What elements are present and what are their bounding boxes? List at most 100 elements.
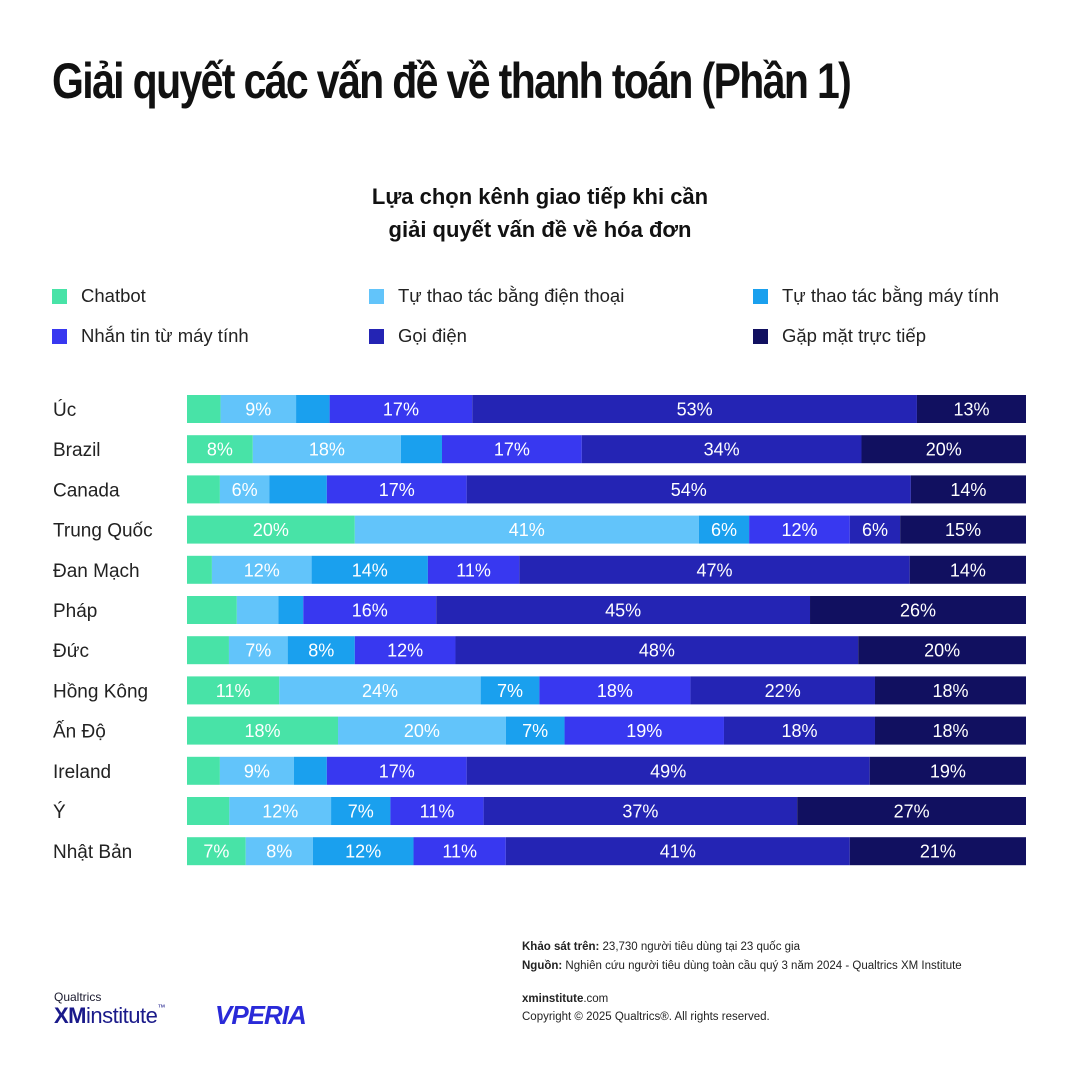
bar-segment — [187, 435, 253, 464]
data-label: 54% — [671, 480, 707, 500]
data-label: 17% — [494, 440, 530, 460]
bar-segment — [236, 596, 279, 624]
data-label: 7% — [203, 842, 229, 862]
bar-segment — [466, 756, 870, 785]
copyright-text: Copyright © 2025 Qualtrics®. All rights … — [522, 1011, 770, 1023]
legend-item-phone-call: Gọi điện — [369, 325, 467, 347]
legend-item-chatbot: Chatbot — [52, 285, 146, 307]
data-label: 26% — [900, 601, 936, 621]
data-label: 45% — [605, 601, 641, 621]
bar-segment — [900, 515, 1026, 544]
chart-title: Lựa chọn kênh giao tiếp khi cần giải quy… — [0, 180, 1080, 246]
category-label: Brazil — [53, 440, 101, 461]
bar-segment — [245, 837, 313, 866]
bar-segment — [505, 837, 850, 866]
bar-segment — [326, 475, 467, 504]
bar-segment — [220, 395, 297, 423]
bar-segment — [581, 435, 862, 464]
category-label: Nhật Bản — [53, 842, 132, 863]
bar-segment — [436, 596, 811, 624]
category-label: Úc — [53, 399, 76, 421]
data-label: 34% — [704, 440, 740, 460]
bar-segment — [338, 716, 506, 745]
bar-segment — [187, 636, 229, 665]
legend-swatch — [369, 288, 384, 304]
survey-label: Khảo sát trên: — [522, 941, 600, 953]
data-label: 11% — [456, 560, 491, 580]
category-label: Đan Mạch — [53, 561, 140, 582]
data-label: 11% — [442, 842, 477, 862]
bar-segment — [354, 515, 699, 544]
bar-segment — [269, 475, 327, 504]
vperia-logo: VPERIA — [215, 1000, 307, 1030]
data-label: 18% — [597, 681, 633, 701]
legend-item-computer-messaging: Nhắn tin từ máy tính — [52, 325, 249, 347]
data-label: 53% — [677, 400, 713, 420]
category-label: Canada — [53, 480, 120, 501]
legend-swatch — [369, 328, 384, 344]
data-label: 8% — [308, 641, 334, 661]
survey-note: Khảo sát trên: 23,730 người tiêu dùng tạ… — [522, 941, 800, 953]
bar-segment — [861, 435, 1026, 464]
data-label: 18% — [309, 440, 345, 460]
bar-segment — [390, 797, 484, 825]
data-label: 20% — [924, 641, 960, 661]
data-label: 7% — [522, 721, 548, 741]
data-label: 18% — [932, 721, 968, 741]
data-label: 41% — [509, 520, 545, 540]
bar-segment — [916, 395, 1026, 423]
bar-segment — [312, 837, 414, 866]
bar-segment — [749, 515, 850, 544]
bar-segment — [252, 435, 401, 464]
page-title: Giải quyết các vấn đề về thanh toán (Phầ… — [52, 53, 852, 109]
bar-segment — [219, 756, 294, 785]
data-label: 14% — [950, 560, 986, 580]
institute-logo-text: institute — [86, 1003, 158, 1028]
legend-item-in-person: Gặp mặt trực tiếp — [753, 325, 926, 347]
bar-segment — [326, 756, 467, 785]
bar-segment — [293, 756, 327, 785]
chart-title-line-1: Lựa chọn kênh giao tiếp khi cần — [371, 184, 709, 209]
category-label: Hồng Kông — [53, 681, 148, 702]
data-label: 7% — [497, 681, 523, 701]
bar-segment — [441, 435, 582, 464]
legend-swatch — [52, 288, 67, 304]
bar-segment — [228, 636, 288, 665]
data-label: 6% — [711, 520, 737, 540]
data-label: 21% — [920, 842, 956, 862]
legend-label: Gọi điện — [398, 325, 467, 346]
website-link[interactable]: xminstitute.com — [522, 993, 608, 1005]
data-label: 17% — [383, 400, 419, 420]
bar-segment — [278, 596, 304, 624]
bar-segment — [287, 636, 355, 665]
data-label: 7% — [245, 641, 271, 661]
bar-segment — [472, 395, 917, 423]
data-label: 19% — [626, 721, 662, 741]
data-label: 18% — [244, 721, 280, 741]
bar-segment — [219, 475, 270, 504]
category-label: Đức — [53, 641, 89, 662]
legend-item-phone-self-service: Tự thao tác bằng điện thoại — [369, 285, 624, 307]
bar-segment — [413, 837, 506, 866]
bar-segment — [279, 676, 481, 705]
legend-label: Gặp mặt trực tiếp — [782, 325, 926, 346]
data-label: 24% — [362, 681, 398, 701]
data-label: 12% — [262, 802, 298, 822]
bar-segment — [187, 515, 355, 544]
data-label: 17% — [379, 761, 415, 781]
source-note: Nguồn: Nghiên cứu người tiêu dùng toàn c… — [522, 960, 962, 972]
bar-segment — [303, 596, 437, 624]
data-label: 27% — [894, 802, 930, 822]
data-label: 11% — [216, 681, 251, 701]
source-text: Nghiên cứu người tiêu dùng toàn cầu quý … — [562, 960, 962, 972]
bar-segment — [187, 676, 280, 705]
data-label: 20% — [926, 440, 962, 460]
bar-segment — [874, 676, 1026, 705]
survey-text: 23,730 người tiêu dùng tại 23 quốc gia — [599, 941, 800, 953]
bar-segment — [869, 756, 1026, 785]
category-label: Ý — [53, 802, 66, 823]
data-label: 22% — [765, 681, 801, 701]
bar-segment — [466, 475, 911, 504]
data-label: 8% — [266, 842, 292, 862]
